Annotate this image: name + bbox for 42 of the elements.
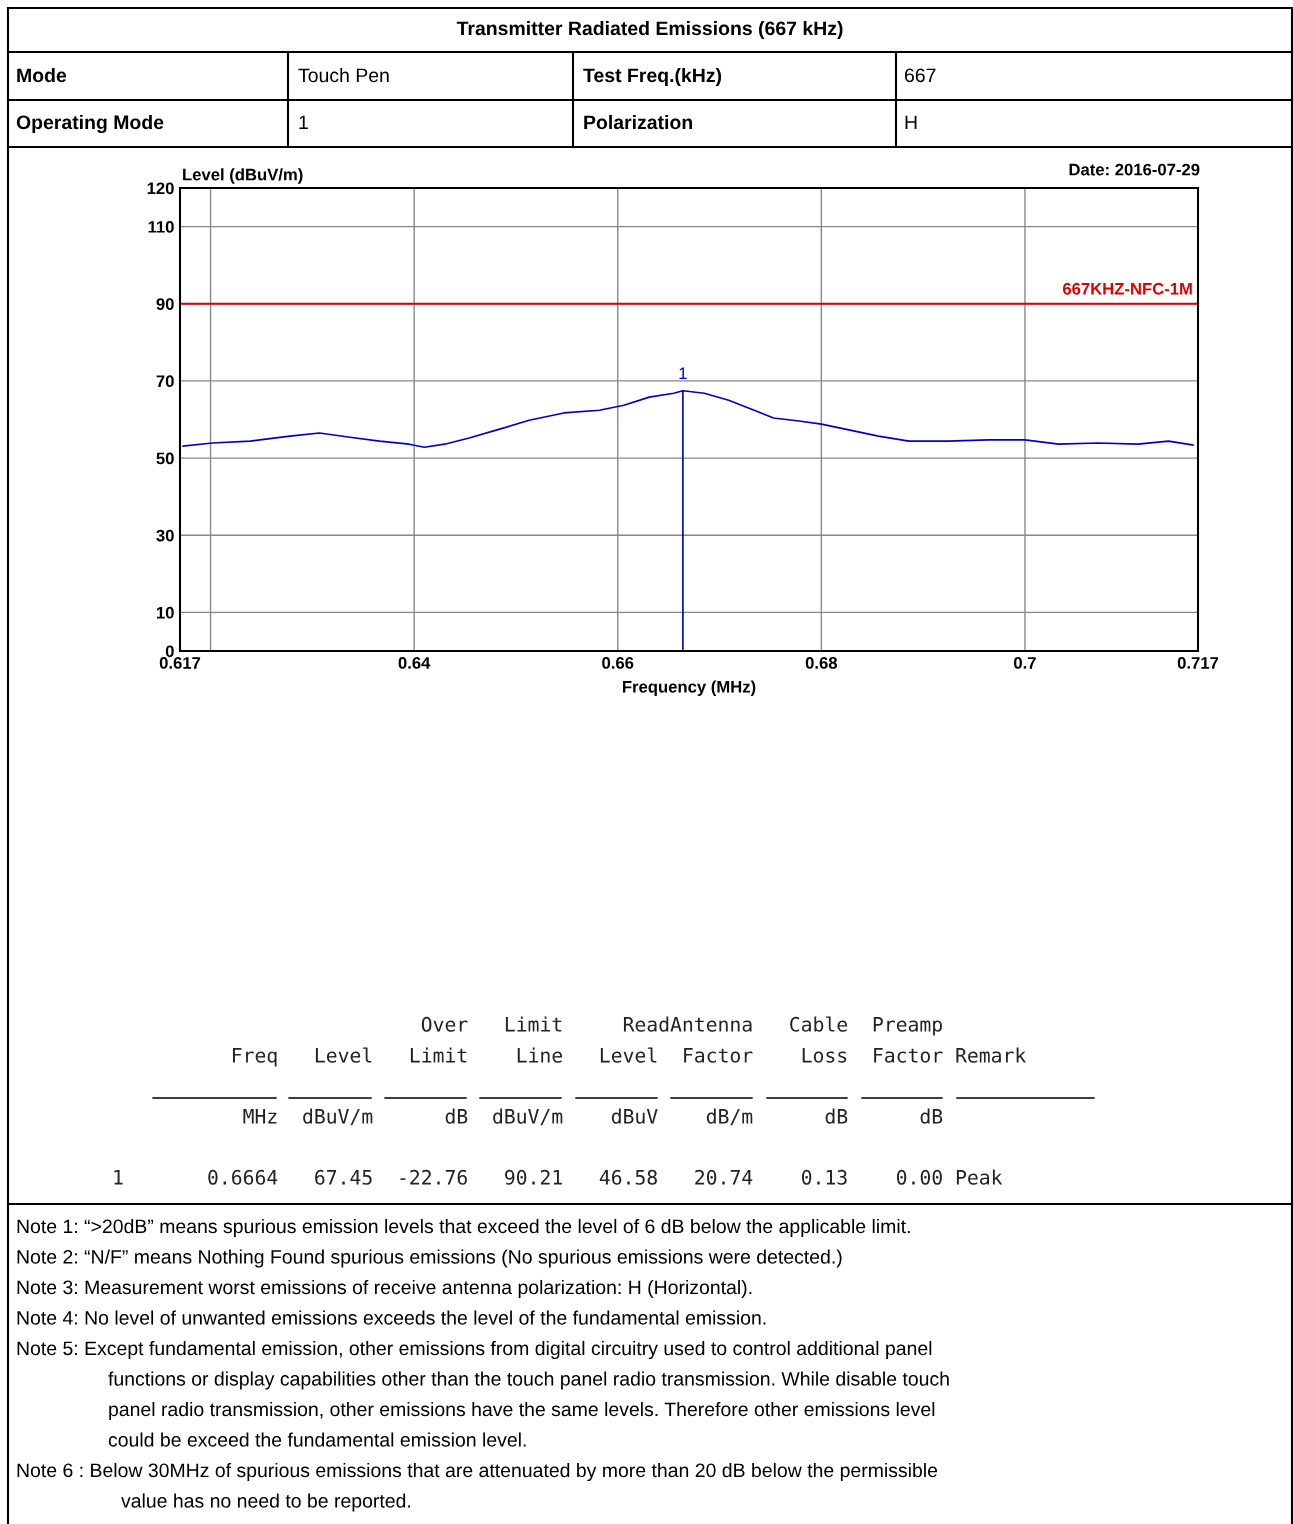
x-tick-label: 0.617 <box>159 657 201 669</box>
y-tick-label: 50 <box>156 452 174 465</box>
text: H <box>905 115 917 130</box>
text: Date: 2016-07-29 <box>1069 163 1200 176</box>
y-tick-label: 30 <box>156 529 174 542</box>
text: MHz dBuV/m dB dBuV/m dBuV dB/m dB dB <box>243 1108 943 1126</box>
text: Note 2: “N/F” means Nothing Found spurious emissions (No spurious emissions were detected.) <box>17 1249 842 1268</box>
text: 667 <box>904 68 936 83</box>
x-tick-label: 0.717 <box>1177 657 1219 669</box>
y-tick-label: 110 <box>148 220 174 233</box>
text: Polarization <box>584 114 692 130</box>
y-tick-label: 90 <box>156 298 174 310</box>
text: Test Freq.(kHz) <box>583 67 722 87</box>
text: Note 3: Measurement worst emissions of receive antenna polarization: H (Horizontal). <box>17 1279 752 1299</box>
text: could be exceed the fundamental emission level. <box>108 1432 526 1447</box>
text: Note 5: Except fundamental emission, other emissions from digital circuitry used to control additional panel <box>17 1340 932 1360</box>
ref-line-label: 667KHZ-NFC-1M <box>1062 282 1192 295</box>
text: functions or display capabilities other than the touch panel radio transmission. While disable touch <box>108 1371 949 1390</box>
text: Note 4: No level of unwanted emissions exceeds the level of the fundamental emission. <box>17 1310 766 1325</box>
x-tick-label: 0.64 <box>398 657 431 669</box>
y-tick-label: 70 <box>156 375 174 388</box>
y-tick-label: 0 <box>165 645 174 658</box>
annotation: 1 <box>679 367 687 379</box>
text: Over Limit ReadAntenna Cable Preamp <box>421 1016 942 1036</box>
x-tick-label: 0.7 <box>1014 657 1036 669</box>
text: value has no need to be reported. <box>121 1493 411 1512</box>
text: panel radio transmission, other emissions have the same levels. Therefore other emissions level <box>109 1401 935 1421</box>
chart-title: Transmitter Radiated Emissions (667 kHz) <box>456 20 843 40</box>
text: Note 1: “>20dB” means spurious emission levels that exceed the level of 6 dB below the applicable limit. <box>17 1218 910 1238</box>
text: 1 0.6664 67.45 -22.76 90.21 46.58 20.74 0.13 0.00 Peak <box>114 1169 1003 1185</box>
text: Operating Mode <box>16 114 164 134</box>
text: Freq Level Limit Line Level Factor Loss Factor Remark <box>232 1047 1026 1067</box>
x-tick-label: 0.66 <box>602 657 634 669</box>
text: Mode <box>17 67 67 83</box>
y-tick-label: 10 <box>156 606 174 619</box>
y-tick-label: 120 <box>147 182 174 195</box>
y-axis-title: Level (dBuV/m) <box>183 168 303 184</box>
x-tick-label: 0.68 <box>805 657 838 669</box>
x-axis-title: Frequency (MHz) <box>622 680 756 696</box>
text: 1 <box>299 115 308 130</box>
text: Touch Pen <box>298 67 389 83</box>
text: Note 6 : Below 30MHz of spurious emissions that are attenuated by more than 20 dB below the permissible <box>17 1462 938 1482</box>
